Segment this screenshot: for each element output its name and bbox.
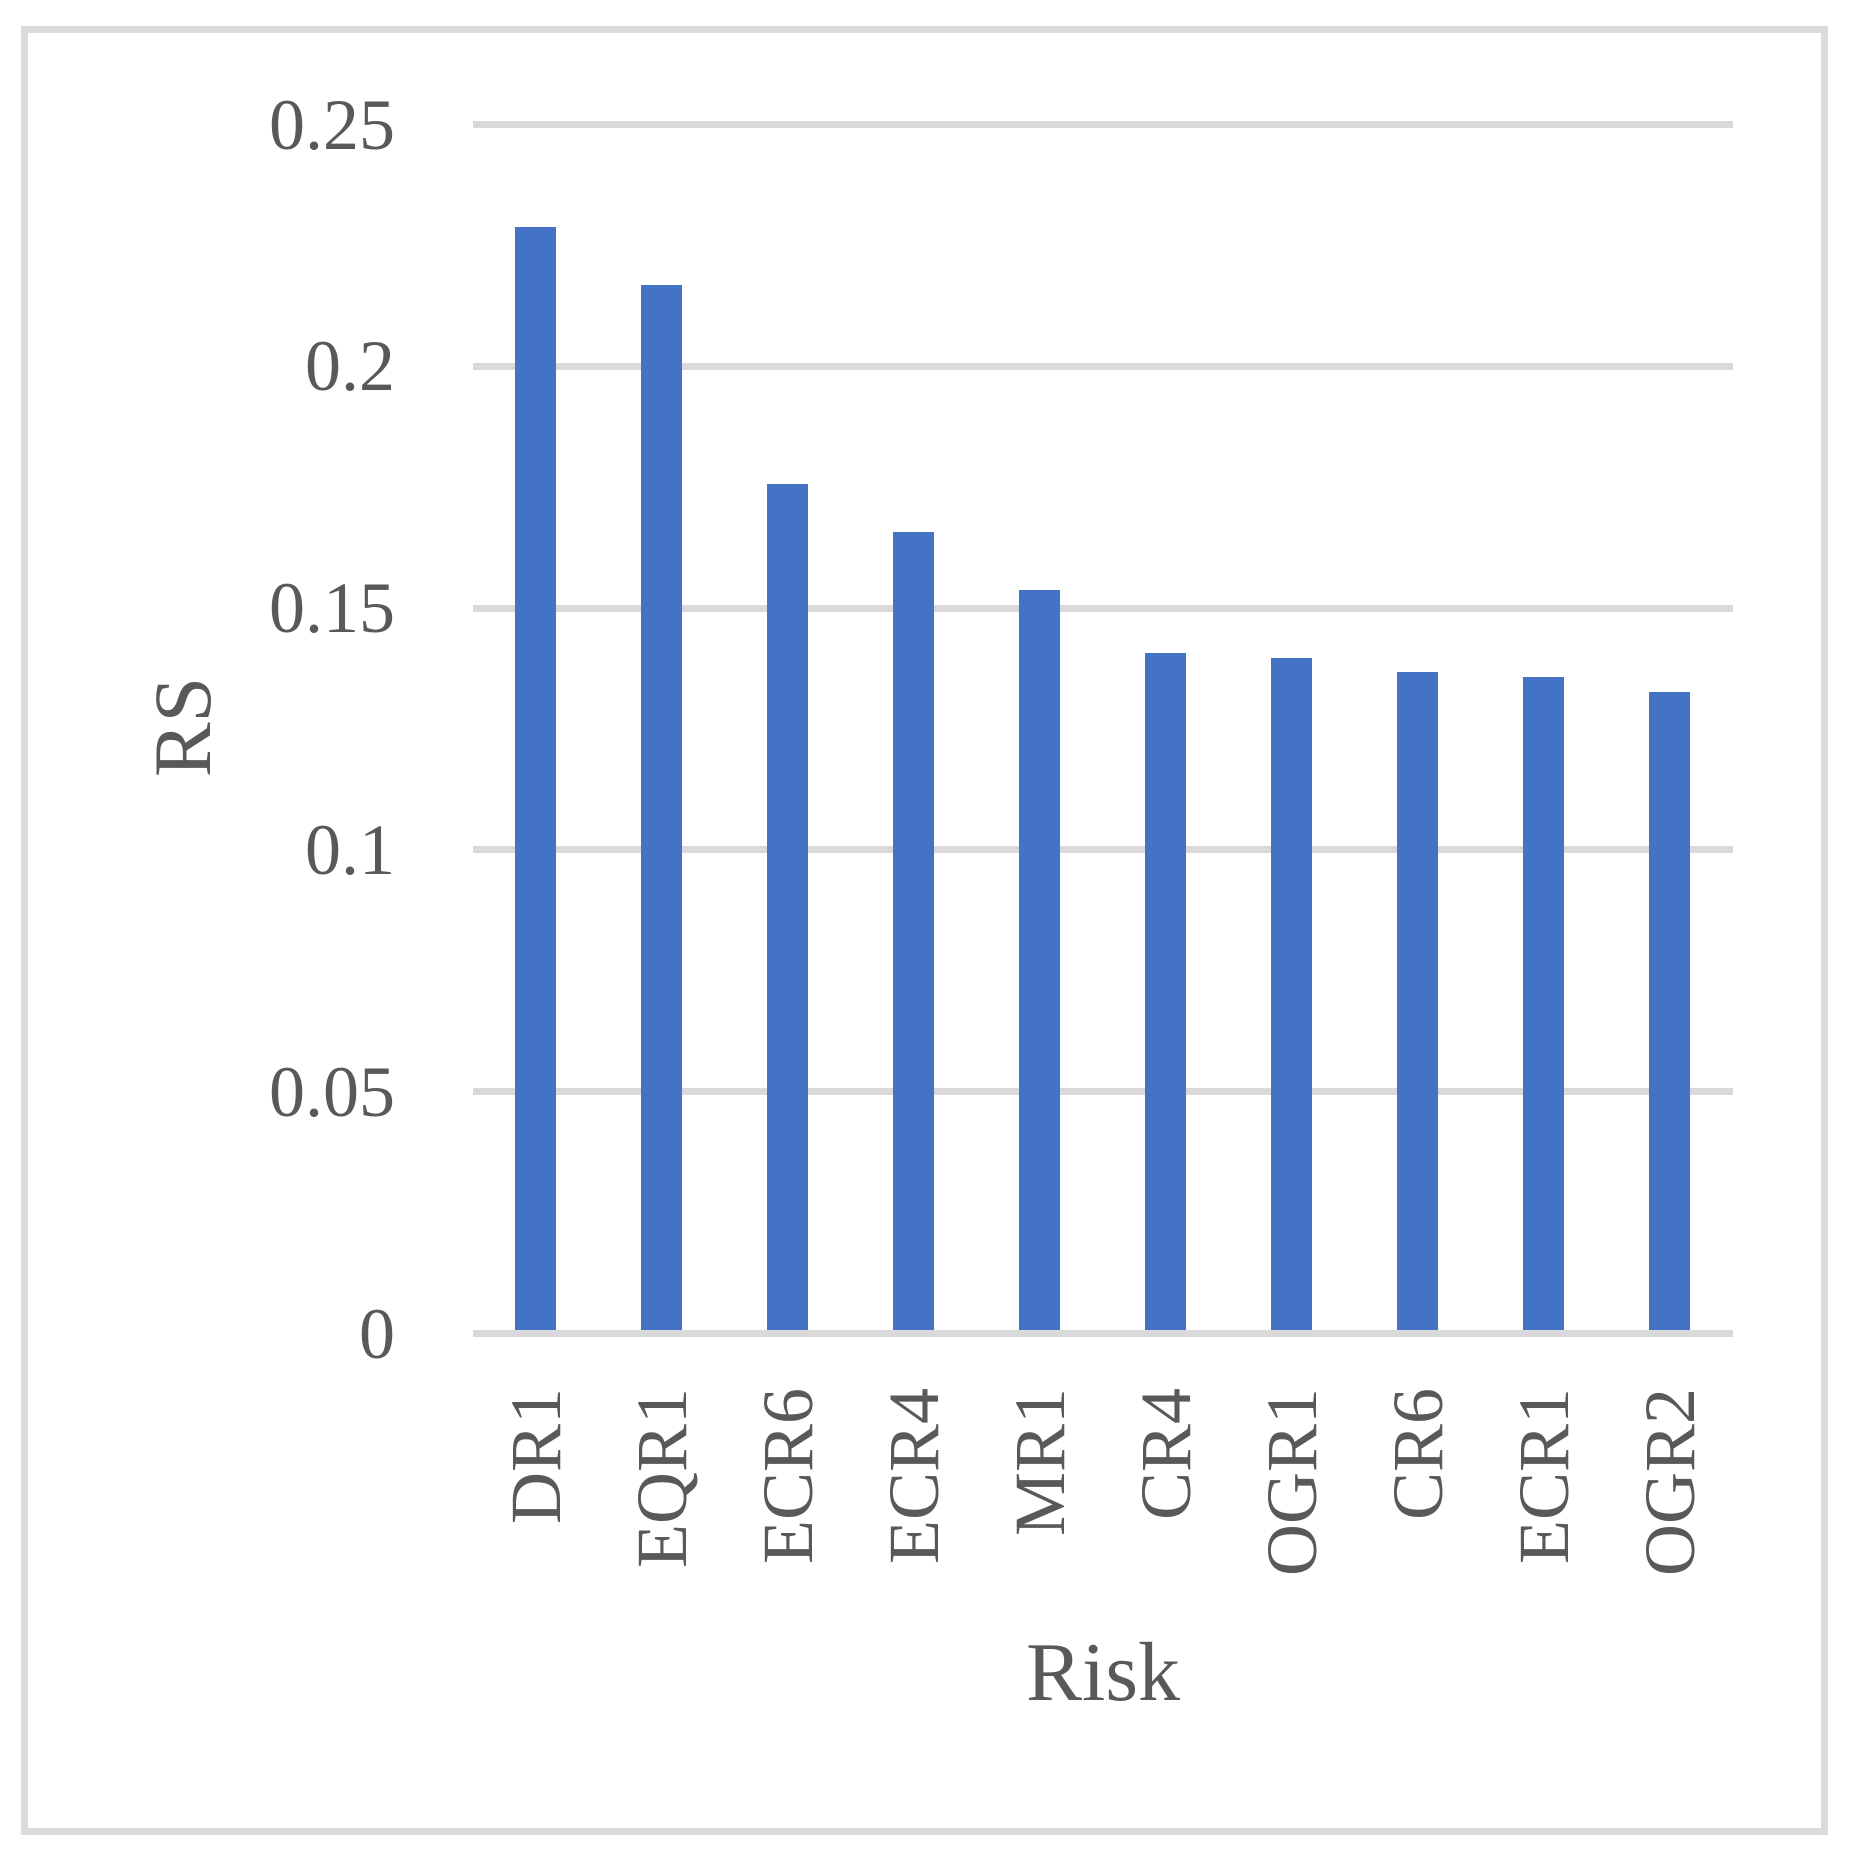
x-tick-label-ECR1: ECR1 xyxy=(1504,1388,1584,1565)
bar-MR1 xyxy=(1019,590,1060,1330)
bar-ECR6 xyxy=(767,484,808,1330)
y-tick-label: 0.2 xyxy=(305,326,395,406)
x-tick-label-EQR1: EQR1 xyxy=(622,1388,702,1568)
y-tick-label: 0 xyxy=(359,1294,395,1374)
x-tick-label-ECR6: ECR6 xyxy=(748,1388,828,1565)
y-tick-label: 0.15 xyxy=(269,568,395,648)
x-axis-title: Risk xyxy=(1025,1626,1181,1719)
x-tick-label-ECR4: ECR4 xyxy=(874,1388,954,1565)
y-tick-label: 0.25 xyxy=(269,85,395,165)
bar-OGR2 xyxy=(1649,692,1690,1330)
y-tick-label: 0.1 xyxy=(305,810,395,890)
gridline-0.1 xyxy=(473,846,1733,853)
x-axis-line xyxy=(473,1330,1733,1337)
y-tick-label: 0.05 xyxy=(269,1052,395,1132)
y-axis-title: RS xyxy=(137,676,228,778)
x-tick-label-OGR1: OGR1 xyxy=(1252,1388,1332,1577)
gridline-0.15 xyxy=(473,605,1733,612)
gridline-0.2 xyxy=(473,363,1733,370)
bar-OGR1 xyxy=(1271,658,1312,1330)
gridline-0.25 xyxy=(473,121,1733,128)
bar-EQR1 xyxy=(641,285,682,1330)
x-tick-label-CR6: CR6 xyxy=(1378,1388,1458,1521)
x-tick-label-MR1: MR1 xyxy=(1000,1388,1080,1537)
bar-CR6 xyxy=(1397,672,1438,1330)
bar-CR4 xyxy=(1145,653,1186,1330)
x-tick-label-OGR2: OGR2 xyxy=(1630,1388,1710,1577)
bar-DR1 xyxy=(515,227,556,1330)
x-tick-label-DR1: DR1 xyxy=(496,1388,576,1525)
x-tick-label-CR4: CR4 xyxy=(1126,1388,1206,1521)
gridline-0.05 xyxy=(473,1088,1733,1095)
bar-ECR1 xyxy=(1523,677,1564,1330)
bar-ECR4 xyxy=(893,532,934,1330)
